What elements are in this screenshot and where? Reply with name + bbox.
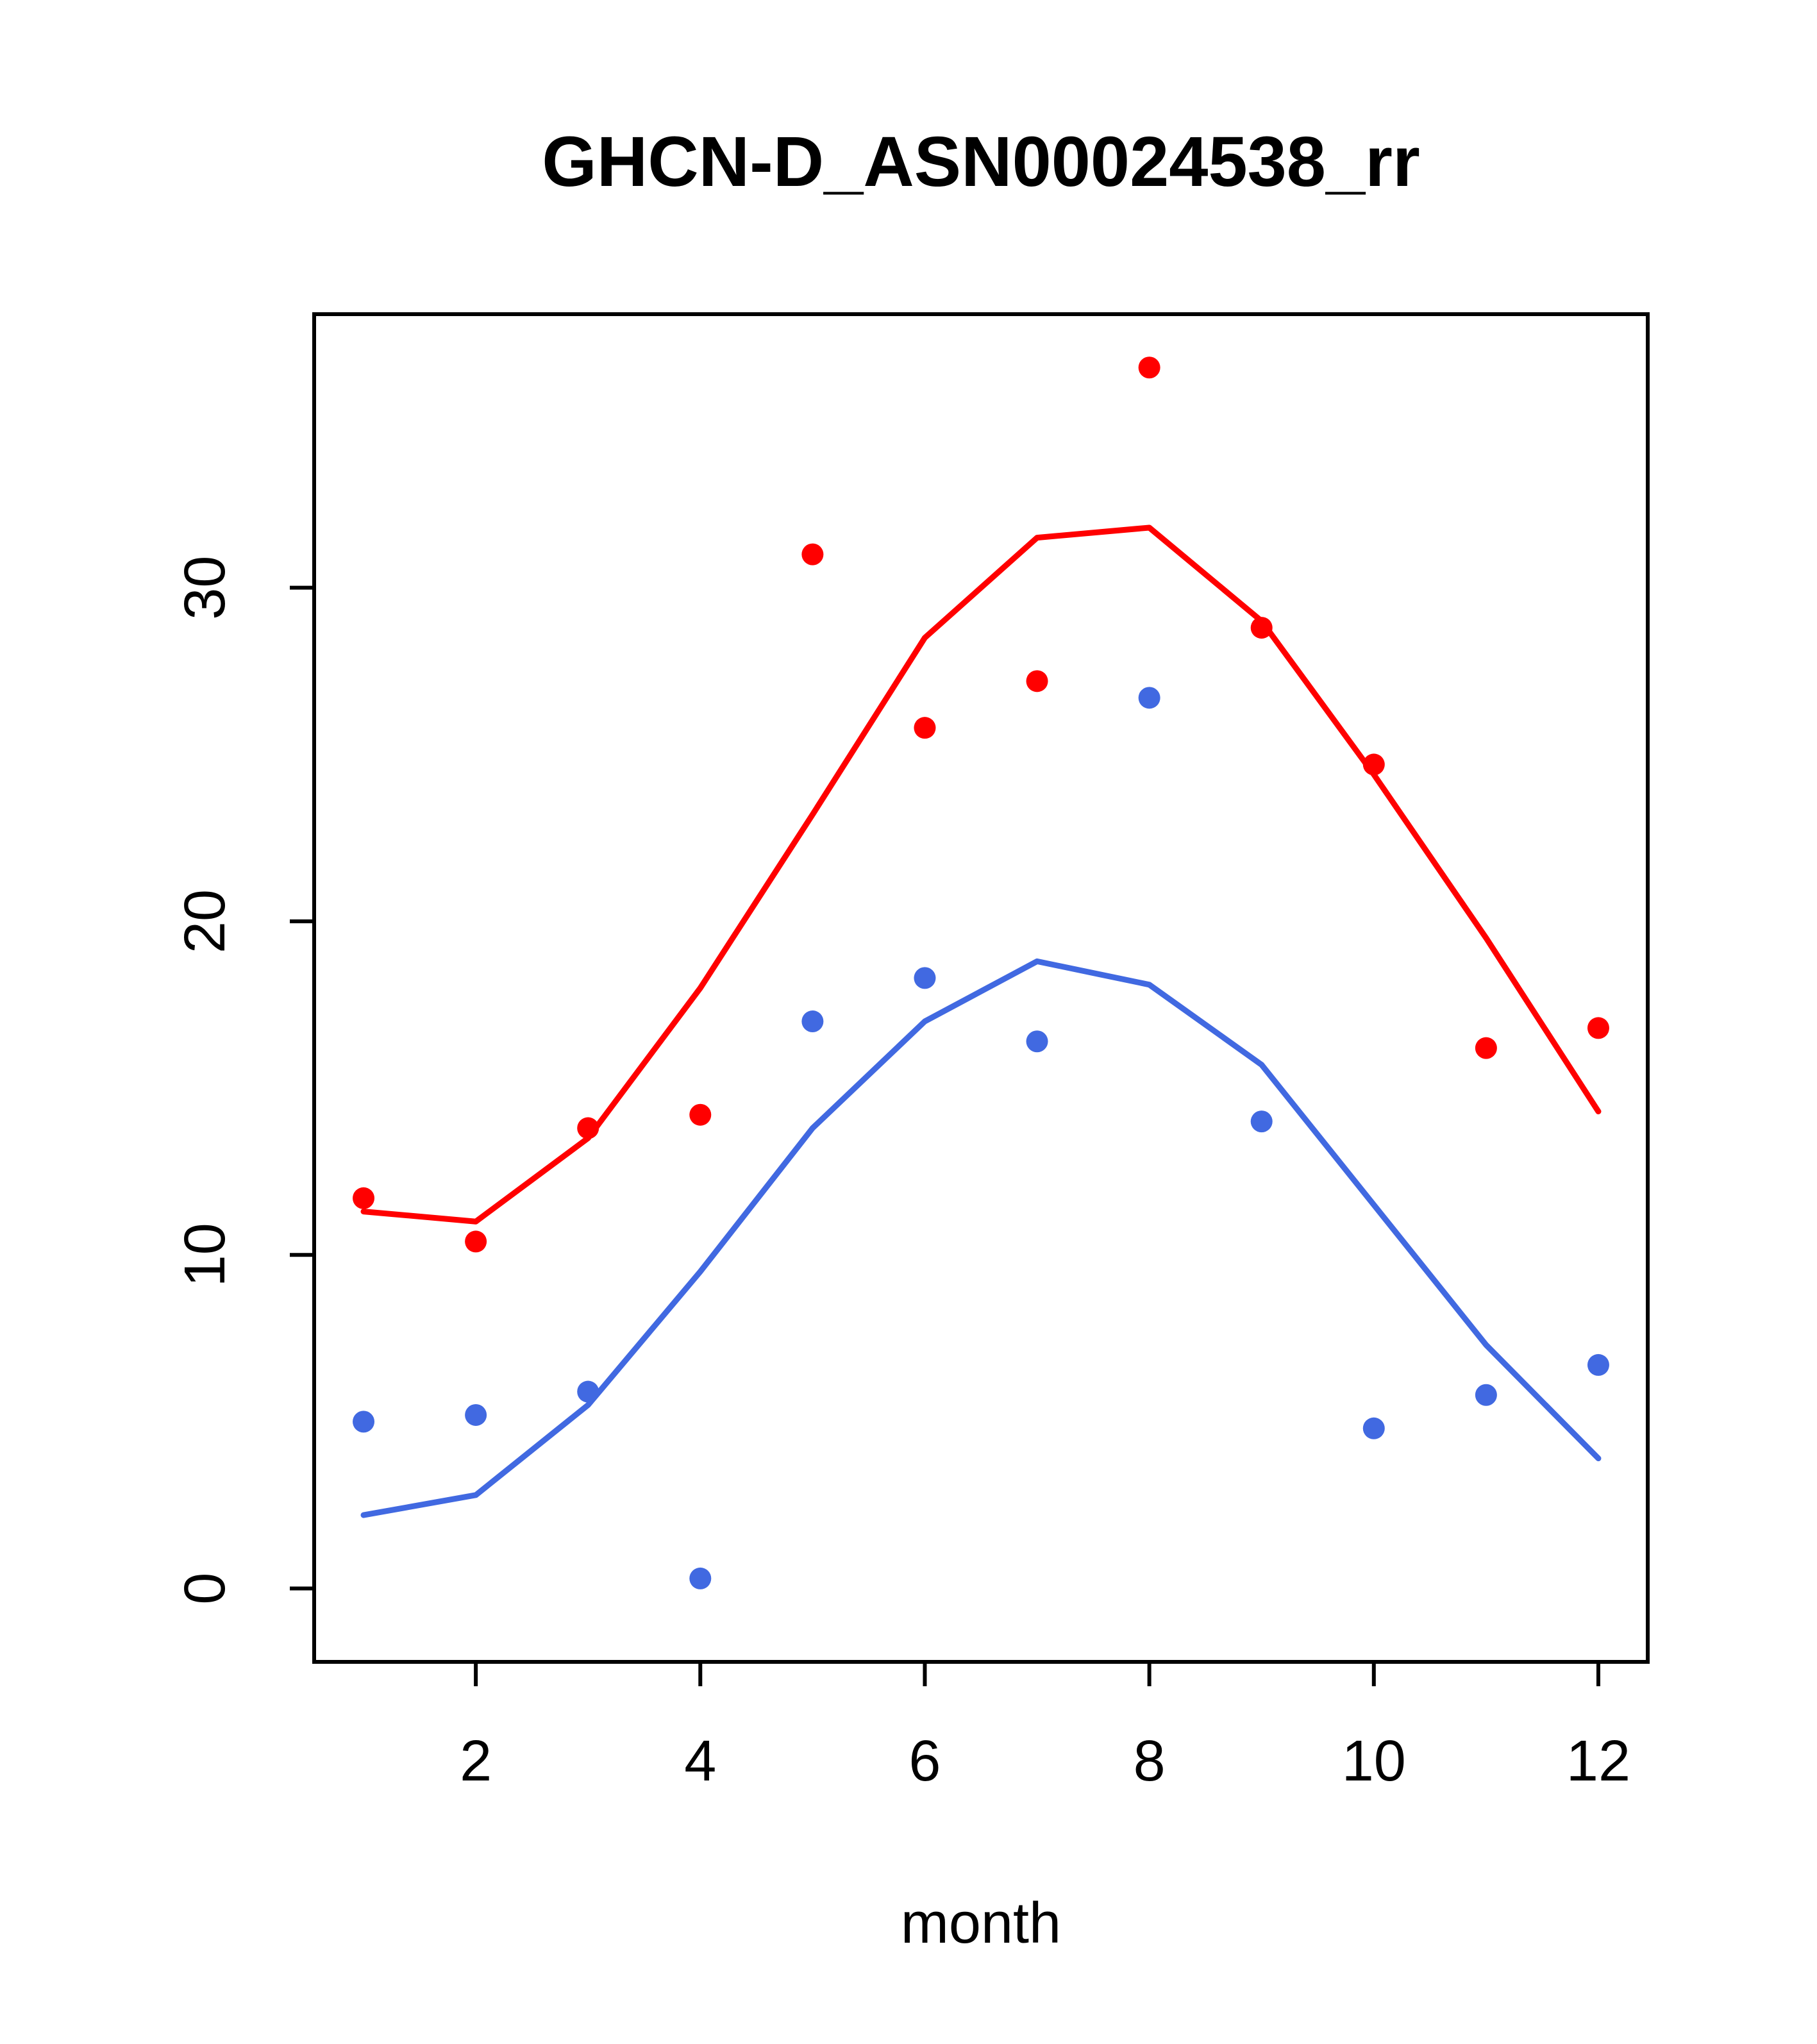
- blue-points-point: [801, 1010, 824, 1033]
- blue-points-point: [577, 1380, 599, 1403]
- blue-points-point: [1250, 1110, 1273, 1133]
- chart-title: GHCN-D_ASN00024538_rr: [542, 122, 1420, 201]
- red-points-point: [1250, 617, 1273, 639]
- red-points-point: [465, 1230, 487, 1253]
- plot-area: 2 4 6 8 10 12 0 10 20 30: [173, 312, 1650, 1793]
- blue-points-point: [914, 967, 936, 989]
- x-axis-tick-label: 12: [1566, 1729, 1630, 1793]
- red-points-point: [1026, 670, 1048, 692]
- blue-points-point: [1587, 1353, 1609, 1376]
- blue-points-point: [465, 1403, 487, 1426]
- red-points-point: [353, 1187, 375, 1209]
- red-points-point: [577, 1117, 599, 1139]
- y-axis-tick-label: 20: [173, 889, 237, 953]
- blue-points-point: [353, 1411, 375, 1433]
- y-axis-tick-label: 10: [173, 1223, 237, 1287]
- red-points-point: [1138, 356, 1160, 379]
- x-axis-tick-label: 8: [1134, 1729, 1166, 1793]
- red-points-point: [1362, 753, 1385, 776]
- x-axis-tick-label: 4: [684, 1729, 716, 1793]
- red-points-point: [689, 1103, 712, 1126]
- x-axis-tick-label: 6: [908, 1729, 941, 1793]
- blue-line: [360, 958, 1602, 1518]
- plot-border: [312, 312, 1650, 1664]
- blue-points-point: [1138, 687, 1160, 709]
- x-axis-tick-label: 2: [460, 1729, 492, 1793]
- x-axis-label: month: [901, 1891, 1061, 1956]
- blue-points-point: [1362, 1417, 1385, 1439]
- red-points-point: [1587, 1017, 1609, 1039]
- red-points-point: [801, 543, 824, 565]
- blue-points-point: [1475, 1384, 1497, 1406]
- blue-points-point: [689, 1567, 712, 1589]
- red-line: [360, 524, 1602, 1225]
- red-points-point: [1475, 1037, 1497, 1059]
- y-axis-tick-label: 30: [173, 556, 237, 620]
- red-points-point: [914, 717, 936, 739]
- blue-points-point: [1026, 1030, 1048, 1053]
- x-axis-tick-label: 10: [1342, 1729, 1406, 1793]
- y-axis-tick-label: 0: [173, 1573, 237, 1605]
